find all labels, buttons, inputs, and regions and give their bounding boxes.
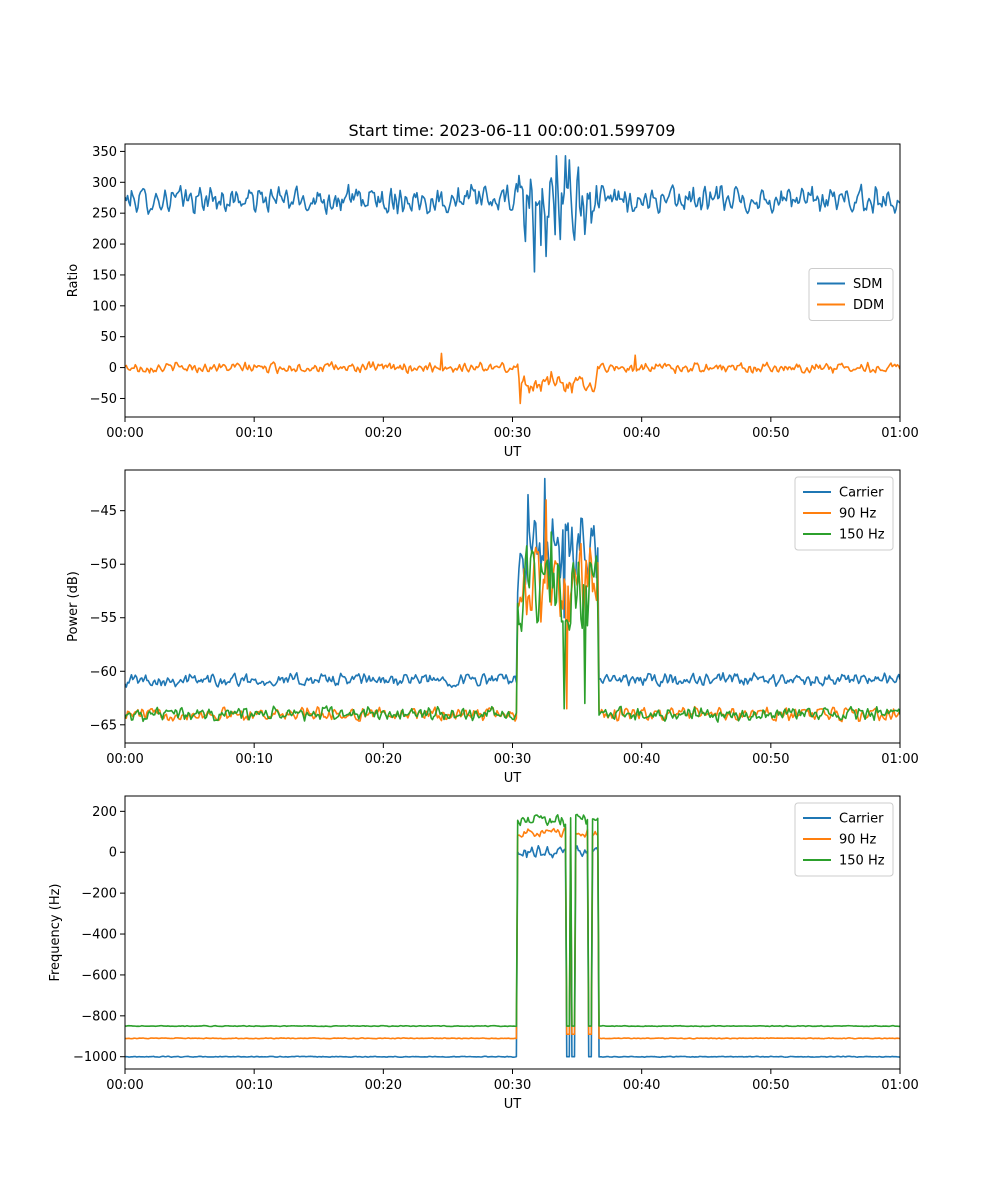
x-tick-label: 00:10 [235, 752, 272, 767]
y-tick-label: 0 [109, 846, 117, 861]
series-line-carrier [125, 477, 900, 689]
legend-label: SDM [853, 277, 882, 292]
series-line-150-hz [125, 813, 900, 1028]
y-tick-label: 250 [92, 207, 117, 222]
x-tick-label: 00:50 [752, 426, 789, 441]
series-line-ddm [125, 352, 900, 405]
y-tick-label: 150 [92, 268, 117, 283]
chart-panel-2: 00:00 00:10 00:20 00:30 00:40 00:50 01:00 −65 −6… [66, 469, 919, 786]
x-tick-label: 01:00 [881, 1078, 918, 1093]
legend-box [808, 268, 894, 321]
y-tick-label: 300 [92, 176, 117, 191]
legend: Carrier 90 Hz 150 Hz [794, 476, 894, 551]
series-group [125, 813, 900, 1059]
legend-box [794, 476, 894, 551]
x-tick-label: 00:40 [623, 1078, 660, 1093]
y-axis-label: Ratio [66, 264, 81, 297]
series-line-150-hz [125, 531, 900, 723]
x-tick-label: 00:30 [494, 1078, 531, 1093]
y-tick-label: −600 [81, 968, 117, 983]
legend-label: Carrier [839, 486, 884, 501]
x-tick-label: 00:00 [106, 1078, 143, 1093]
x-tick-label: 01:00 [881, 752, 918, 767]
series-line-sdm [125, 154, 900, 273]
chart-panel-1: 00:00 00:10 00:20 00:30 00:40 00:50 01:00 −50 0 5… [66, 143, 919, 460]
y-axis-label: Frequency (Hz) [48, 883, 63, 981]
legend-label: Carrier [839, 812, 884, 827]
x-tick-label: 00:20 [365, 1078, 402, 1093]
y-tick-label: −60 [90, 665, 117, 680]
legend-label: 150 Hz [839, 528, 885, 543]
legend-label: 90 Hz [839, 833, 876, 848]
y-tick-label: −65 [90, 718, 117, 733]
legend: Carrier 90 Hz 150 Hz [794, 802, 894, 877]
y-tick-label: 200 [92, 238, 117, 253]
x-tick-label: 00:30 [494, 752, 531, 767]
y-tick-label: −200 [81, 887, 117, 902]
y-tick-label: −45 [90, 504, 117, 519]
y-axis-label: Power (dB) [66, 571, 81, 642]
x-tick-label: 00:00 [106, 426, 143, 441]
panels: 00:00 00:10 00:20 00:30 00:40 00:50 01:00 −50 0 5… [48, 143, 919, 1112]
x-tick-label: 00:10 [235, 1078, 272, 1093]
x-tick-label: 00:50 [752, 752, 789, 767]
series-line-carrier [125, 844, 900, 1059]
chart-panel-3: 00:00 00:10 00:20 00:30 00:40 00:50 01:00 −1000… [48, 795, 919, 1112]
series-line-90-hz [125, 826, 900, 1040]
y-tick-label: 350 [92, 145, 117, 160]
x-tick-label: 00:40 [623, 752, 660, 767]
legend-box [794, 802, 894, 877]
legend: SDM DDM [808, 268, 894, 321]
x-tick-label: 00:20 [365, 426, 402, 441]
figure-title: Start time: 2023-06-11 00:00:01.599709 [349, 121, 676, 140]
y-tick-label: 0 [109, 361, 117, 376]
x-tick-label: 01:00 [881, 426, 918, 441]
y-tick-label: −1000 [73, 1050, 117, 1065]
x-tick-label: 00:30 [494, 426, 531, 441]
x-tick-label: 00:20 [365, 752, 402, 767]
y-tick-label: −400 [81, 928, 117, 943]
x-axis-label: UT [504, 445, 522, 460]
y-tick-label: 100 [92, 299, 117, 314]
x-tick-label: 00:40 [623, 426, 660, 441]
y-tick-label: −50 [90, 392, 117, 407]
legend-label: 150 Hz [839, 854, 885, 869]
series-group [125, 154, 900, 405]
x-tick-label: 00:50 [752, 1078, 789, 1093]
legend-label: 90 Hz [839, 507, 876, 522]
y-tick-label: −55 [90, 611, 117, 626]
x-axis-label: UT [504, 1097, 522, 1112]
y-tick-label: 50 [100, 330, 117, 345]
x-axis-label: UT [504, 771, 522, 786]
series-group [125, 477, 900, 723]
y-tick-label: −800 [81, 1009, 117, 1024]
y-tick-label: −50 [90, 558, 117, 573]
y-tick-label: 200 [92, 805, 117, 820]
x-tick-label: 00:10 [235, 426, 272, 441]
x-tick-label: 00:00 [106, 752, 143, 767]
legend-label: DDM [853, 298, 884, 313]
